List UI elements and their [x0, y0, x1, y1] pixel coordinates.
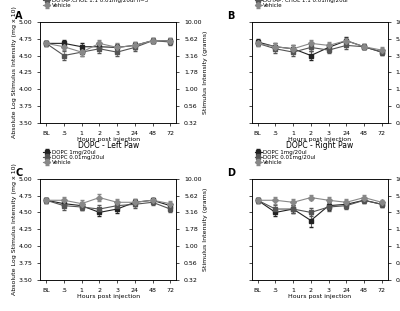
Text: D: D — [227, 168, 235, 178]
Text: A: A — [16, 11, 23, 21]
Y-axis label: Absolute Log Stimulus Intensity (mg x 10): Absolute Log Stimulus Intensity (mg x 10… — [12, 163, 17, 295]
Title: DOPC - Right Paw: DOPC - Right Paw — [286, 141, 353, 150]
Y-axis label: Stimulus Intensity (grams): Stimulus Intensity (grams) — [203, 188, 208, 271]
Text: B: B — [227, 11, 234, 21]
Legend: DOTAP:CHOL 1:1 1mg/20ul n=3, DOTAP:CHOL 1:1 0.01mg/20ul n=3, Vehicle: DOTAP:CHOL 1:1 1mg/20ul n=3, DOTAP:CHOL … — [43, 0, 148, 9]
Text: C: C — [16, 168, 23, 178]
Title: DOPC - Left Paw: DOPC - Left Paw — [78, 141, 139, 150]
Y-axis label: Absolute Log Stimulus Intensity (mg x 10): Absolute Log Stimulus Intensity (mg x 10… — [12, 7, 17, 138]
Legend: DOPC 1mg/20ul, DOPC 0.01mg/20ul, Vehicle: DOPC 1mg/20ul, DOPC 0.01mg/20ul, Vehicle — [254, 149, 316, 166]
X-axis label: Hours post injection: Hours post injection — [288, 137, 351, 142]
X-axis label: Hours post injection: Hours post injection — [77, 294, 140, 299]
Legend: DOPC 1mg/20ul, DOPC 0.01mg/20ul, Vehicle: DOPC 1mg/20ul, DOPC 0.01mg/20ul, Vehicle — [43, 149, 104, 166]
Legend: DOTAP:CHOL 1:1 1.0mg/20ul, DOTAP: CHOL 1:1 0.01mg/20ul, Vehicle: DOTAP:CHOL 1:1 1.0mg/20ul, DOTAP: CHOL 1… — [254, 0, 348, 9]
Y-axis label: Stimulus Intensity (grams): Stimulus Intensity (grams) — [203, 31, 208, 114]
X-axis label: Hours post injection: Hours post injection — [77, 137, 140, 142]
X-axis label: Hours post injection: Hours post injection — [288, 294, 351, 299]
